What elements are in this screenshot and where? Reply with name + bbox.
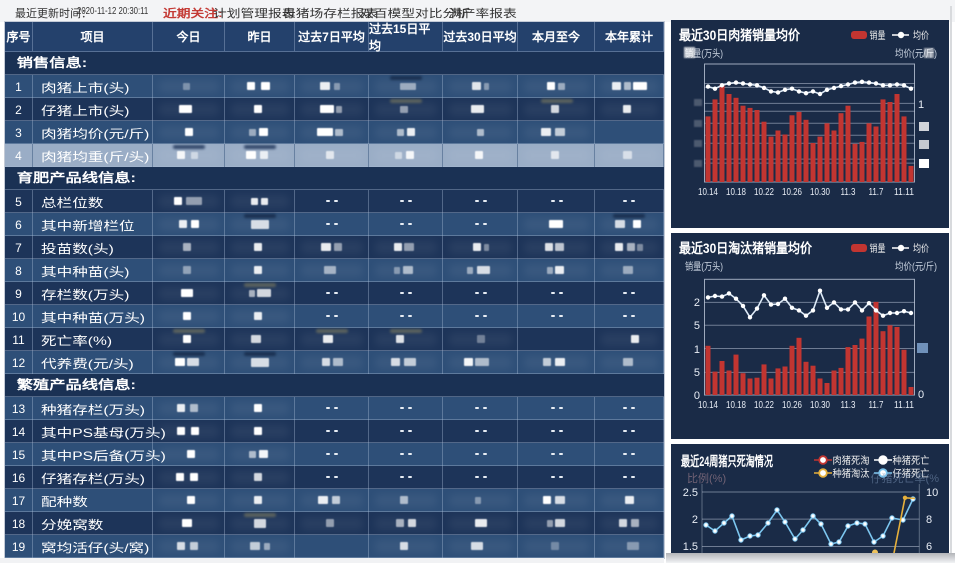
svg-text:6: 6 <box>926 541 932 553</box>
svg-text:肉猪死淘: 肉猪死淘 <box>833 454 870 467</box>
svg-text:最近24周猪只死淘情况: 最近24周猪只死淘情况 <box>681 453 773 469</box>
svg-text:2: 2 <box>692 514 698 526</box>
svg-text:销量(万头): 销量(万头) <box>685 260 723 273</box>
svg-text:10: 10 <box>926 487 938 499</box>
svg-text:10.18: 10.18 <box>726 399 746 411</box>
svg-text:8: 8 <box>926 514 932 526</box>
svg-text:均价: 均价 <box>913 30 929 42</box>
svg-text:11.11: 11.11 <box>894 399 914 411</box>
svg-text:10.30: 10.30 <box>810 186 830 198</box>
svg-text:10.14: 10.14 <box>698 399 718 411</box>
svg-text:10.26: 10.26 <box>782 399 802 411</box>
svg-text:最近30日淘汰猪销量均价: 最近30日淘汰猪销量均价 <box>679 240 812 256</box>
svg-text:均价: 均价 <box>913 243 929 255</box>
svg-text:种猪死亡: 种猪死亡 <box>893 454 930 467</box>
svg-text:11.7: 11.7 <box>869 186 884 198</box>
svg-text:11.11: 11.11 <box>894 186 914 198</box>
svg-text:1.5: 1.5 <box>683 541 698 553</box>
svg-text:2.5: 2.5 <box>683 487 698 499</box>
svg-text:仔猪死亡: 仔猪死亡 <box>893 467 930 480</box>
svg-text:10.30: 10.30 <box>810 399 830 411</box>
svg-text:11.7: 11.7 <box>869 399 884 411</box>
svg-text:均价(元/斤): 均价(元/斤) <box>895 261 937 273</box>
svg-text:11.3: 11.3 <box>841 399 856 411</box>
svg-text:0: 0 <box>918 389 924 401</box>
svg-text:10.22: 10.22 <box>754 186 774 198</box>
svg-text:销量: 销量 <box>870 242 886 255</box>
svg-text:1: 1 <box>694 344 700 356</box>
svg-text:0: 0 <box>694 390 700 402</box>
svg-text:2: 2 <box>694 297 700 309</box>
svg-text:仔猪死亡率(%: 仔猪死亡率(% <box>871 471 940 485</box>
svg-text:10.18: 10.18 <box>726 186 746 198</box>
svg-text:最近30日肉猪销量均价: 最近30日肉猪销量均价 <box>679 27 800 43</box>
svg-text:11.3: 11.3 <box>841 186 856 198</box>
svg-text:1: 1 <box>918 99 924 111</box>
svg-text:10.14: 10.14 <box>698 186 718 198</box>
svg-text:销量: 销量 <box>870 29 886 42</box>
svg-text:10.22: 10.22 <box>754 399 774 411</box>
svg-text:10.26: 10.26 <box>782 186 802 198</box>
svg-text:种猪淘汰: 种猪淘汰 <box>833 467 870 480</box>
svg-text:5: 5 <box>694 320 700 332</box>
svg-text:5: 5 <box>694 367 700 379</box>
svg-text:比例(%): 比例(%) <box>687 471 726 485</box>
